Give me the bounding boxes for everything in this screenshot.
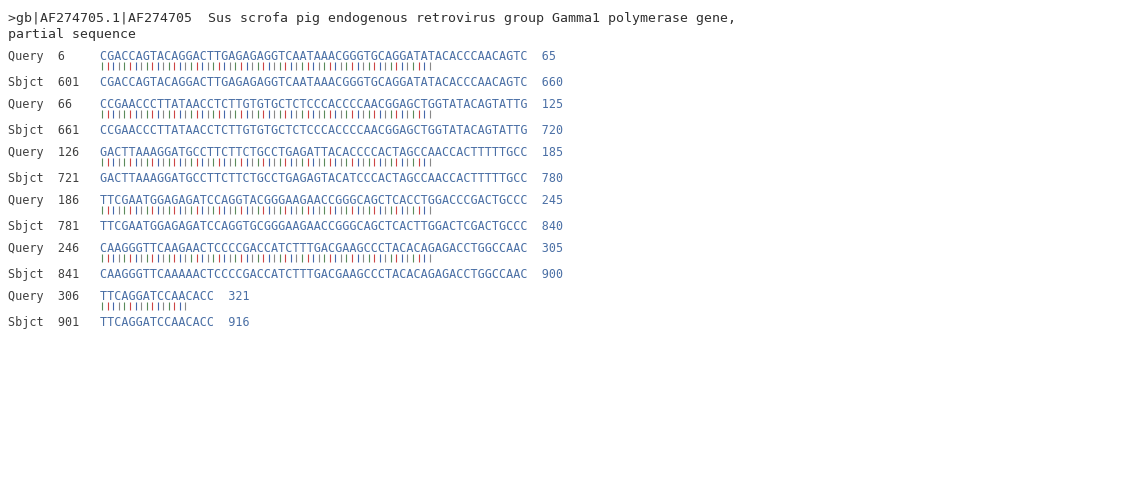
Text: CGACCAGTACAGGACTTGAGAGAGGTCAATAAACGGGTGCAGGATATACACCCAACAGTC  65: CGACCAGTACAGGACTTGAGAGAGGTCAATAAACGGGTGC… <box>100 50 556 63</box>
Text: Sbjct  601: Sbjct 601 <box>8 76 79 89</box>
Text: GACTTAAAGGATGCCTTCTTCTGCCTGAGAGTACATCCCACTAGCCAACCACTTTTTGCC  780: GACTTAAAGGATGCCTTCTTCTGCCTGAGAGTACATCCCA… <box>100 172 563 185</box>
Text: Sbjct  721: Sbjct 721 <box>8 172 79 185</box>
Text: partial sequence: partial sequence <box>8 28 136 41</box>
Text: TTCAGGATCCAACACC  321: TTCAGGATCCAACACC 321 <box>100 290 250 303</box>
Text: CCGAACCCTTATAACCTCTTGTGTGCTCTCCCACCCCAACGGAGCTGGTATACAGTATTG  125: CCGAACCCTTATAACCTCTTGTGTGCTCTCCCACCCCAAC… <box>100 98 563 111</box>
Text: Query  186: Query 186 <box>8 194 79 207</box>
Text: Sbjct  781: Sbjct 781 <box>8 220 79 233</box>
Text: Query  126: Query 126 <box>8 146 79 159</box>
Text: >gb|AF274705.1|AF274705  Sus scrofa pig endogenous retrovirus group Gamma1 polym: >gb|AF274705.1|AF274705 Sus scrofa pig e… <box>8 12 736 25</box>
Text: CAAGGGTTCAAGAACTCCCCGACCATCTTTGACGAAGCCCTACACAGAGACCTGGCCAAC  305: CAAGGGTTCAAGAACTCCCCGACCATCTTTGACGAAGCCC… <box>100 242 563 255</box>
Text: Query  6: Query 6 <box>8 50 64 63</box>
Text: Sbjct  901: Sbjct 901 <box>8 316 79 329</box>
Text: TTCGAATGGAGAGATCCAGGTGCGGGAAGAACCGGGCAGCTCACTTGGACTCGACTGCCC  840: TTCGAATGGAGAGATCCAGGTGCGGGAAGAACCGGGCAGC… <box>100 220 563 233</box>
Text: TTCGAATGGAGAGATCCAGGTACGGGAAGAACCGGGCAGCTCACCTGGACCCGACTGCCC  245: TTCGAATGGAGAGATCCAGGTACGGGAAGAACCGGGCAGC… <box>100 194 563 207</box>
Text: Query  246: Query 246 <box>8 242 79 255</box>
Text: GACTTAAAGGATGCCTTCTTCTGCCTGAGATTACACCCCACTAGCCAACCACTTTTTGCC  185: GACTTAAAGGATGCCTTCTTCTGCCTGAGATTACACCCCA… <box>100 146 563 159</box>
Text: CAAGGGTTCAAAAACTCCCCGACCATCTTTGACGAAGCCCTACACAGAGACCTGGCCAAC  900: CAAGGGTTCAAAAACTCCCCGACCATCTTTGACGAAGCCC… <box>100 268 563 281</box>
Text: CGACCAGTACAGGACTTGAGAGAGGTCAATAAACGGGTGCAGGATATACACCCAACAGTC  660: CGACCAGTACAGGACTTGAGAGAGGTCAATAAACGGGTGC… <box>100 76 563 89</box>
Text: Sbjct  841: Sbjct 841 <box>8 268 79 281</box>
Text: Sbjct  661: Sbjct 661 <box>8 124 79 137</box>
Text: TTCAGGATCCAACACC  916: TTCAGGATCCAACACC 916 <box>100 316 250 329</box>
Text: Query  306: Query 306 <box>8 290 79 303</box>
Text: CCGAACCCTTATAACCTCTTGTGTGCTCTCCCACCCCAACGGAGCTGGTATACAGTATTG  720: CCGAACCCTTATAACCTCTTGTGTGCTCTCCCACCCCAAC… <box>100 124 563 137</box>
Text: Query  66: Query 66 <box>8 98 72 111</box>
